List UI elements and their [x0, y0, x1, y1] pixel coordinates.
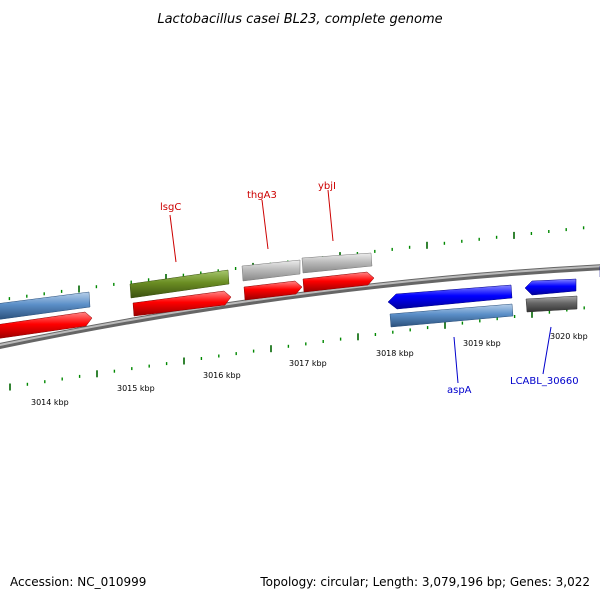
gene-label-aspA[interactable]: aspA [447, 385, 472, 396]
accession-text: Accession: NC_010999 [10, 575, 146, 589]
cds-forward-arrow [0, 311, 93, 339]
gene-label-thgA3[interactable]: thgA3 [247, 190, 277, 201]
gene-label-leader [327, 189, 334, 242]
scale-label: 3018 kbp [376, 349, 414, 358]
gene-label-LCABL_30660[interactable]: LCABL_30660 [510, 376, 579, 387]
gene-label-ybjI[interactable]: ybjI [318, 181, 336, 192]
scale-label: 3014 kbp [31, 398, 69, 407]
gene-label-leader [542, 326, 552, 375]
genome-backbone [0, 264, 600, 350]
cds-forward-arrow [243, 280, 303, 301]
scale-label: 3019 kbp [463, 339, 501, 348]
scale-label: 3016 kbp [203, 371, 241, 380]
gene-label-lsgC[interactable]: lsgC [160, 202, 181, 213]
scale-label: 3017 kbp [289, 359, 327, 368]
genome-summary-text: Topology: circular; Length: 3,079,196 bp… [259, 575, 590, 589]
scale-label: 3015 kbp [117, 384, 155, 393]
cds-forward-arrow [132, 290, 232, 317]
scale-label: 3020 kbp [550, 332, 588, 341]
genome-backbone-highlight [0, 265, 600, 346]
cds-reverse-arrow [387, 284, 513, 310]
cog-feature-lightgray [241, 259, 301, 282]
cog-feature-steelblue [0, 291, 91, 320]
cog-feature-darkgray [525, 295, 578, 313]
gene-label-leader [453, 336, 459, 384]
cds-forward-arrow [302, 271, 375, 293]
map-title: Lactobacillus casei BL23, complete genom… [157, 12, 442, 27]
gene-label-leader [261, 199, 269, 250]
gene-label-leader [169, 214, 177, 263]
cog-feature-green [129, 269, 230, 299]
inner-scale-ticks [9, 306, 585, 391]
cog-feature-steelblue [389, 303, 514, 328]
cds-reverse-arrow [524, 278, 577, 296]
cog-feature-lightgray [301, 252, 373, 274]
